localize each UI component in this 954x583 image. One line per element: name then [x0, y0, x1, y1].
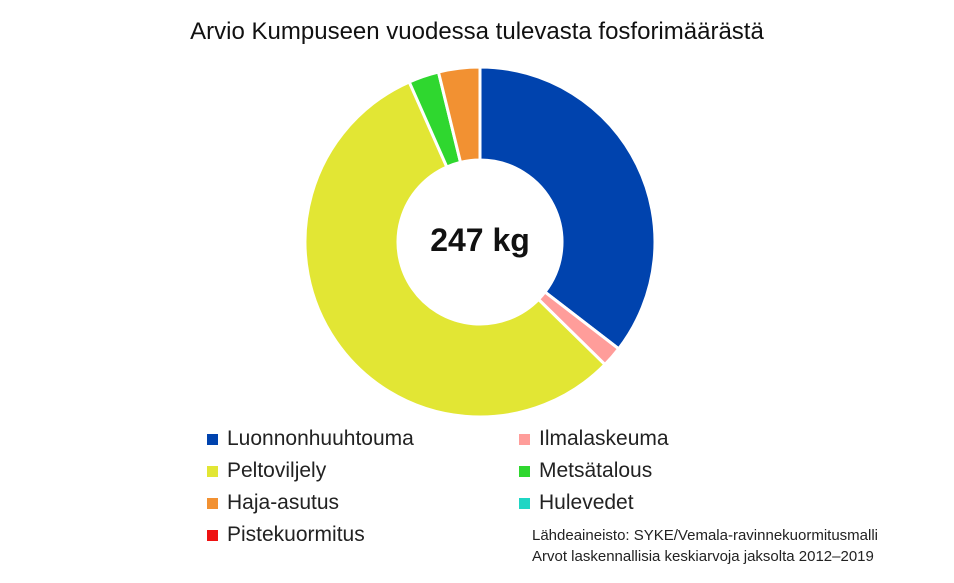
chart-title: Arvio Kumpuseen vuodessa tulevasta fosfo…: [190, 18, 764, 45]
slice-peltoviljely: [303, 79, 608, 419]
total-label: 247 kg: [430, 222, 530, 258]
slice-luonnonhuuhtouma: [478, 65, 657, 351]
source-note: Lähdeaineisto: SYKE/Vemala-ravinnekuormi…: [532, 525, 878, 567]
period-line: Arvot laskennallisia keskiarvoja jaksolt…: [532, 548, 874, 565]
source-line: Lähdeaineisto: SYKE/Vemala-ravinnekuormi…: [532, 527, 879, 544]
slice-haja-asutus: [436, 65, 482, 165]
